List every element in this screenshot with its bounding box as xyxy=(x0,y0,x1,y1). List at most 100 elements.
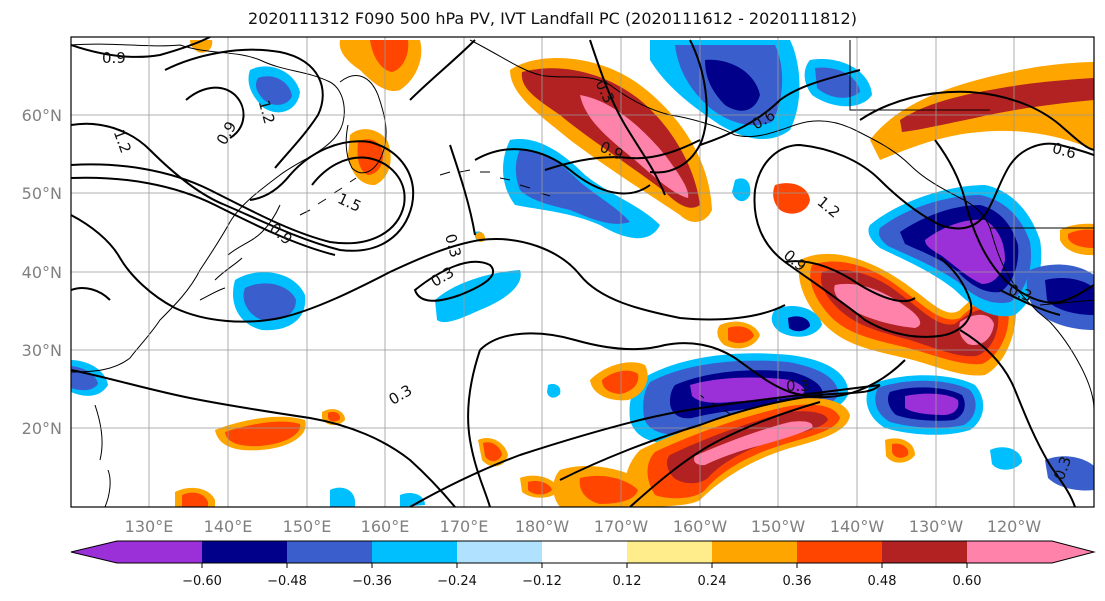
negative-anomaly xyxy=(788,316,810,332)
gridlines xyxy=(71,37,1094,507)
shaded-anomalies xyxy=(71,40,1094,507)
colorbar-segment xyxy=(542,541,627,563)
positive-anomaly xyxy=(773,183,810,214)
colorbar-tick-label: 0.48 xyxy=(868,574,897,589)
negative-anomaly xyxy=(515,149,630,224)
lon-tick-label: 160°E xyxy=(361,517,410,536)
coastline-kuril-islands xyxy=(299,177,357,216)
contour-line xyxy=(71,37,211,58)
positive-anomaly xyxy=(357,139,384,175)
negative-anomaly xyxy=(435,270,521,323)
colorbar-segment xyxy=(967,541,1052,563)
contour-line xyxy=(71,214,786,323)
map-frame xyxy=(70,36,1095,508)
positive-anomaly xyxy=(892,443,909,458)
positive-anomaly xyxy=(728,326,754,344)
positive-anomaly xyxy=(483,442,502,462)
contour-line xyxy=(699,69,861,146)
positive-anomaly xyxy=(579,475,638,504)
colorbar-segment xyxy=(457,541,542,563)
negative-anomaly xyxy=(256,76,292,105)
border-canada-us xyxy=(849,40,1094,229)
colorbar-tick-label: 0.12 xyxy=(613,574,642,589)
colorbar-outline xyxy=(70,540,1096,564)
lon-tick-label: 150°E xyxy=(283,517,332,536)
colorbar-segment xyxy=(797,541,882,563)
colorbar-extend-high xyxy=(1052,541,1094,563)
colorbar-segment xyxy=(372,541,457,563)
positive-anomaly xyxy=(370,40,409,72)
negative-anomaly xyxy=(330,487,355,507)
coastlines xyxy=(71,39,1094,507)
contour-line xyxy=(649,39,708,174)
colorbar: −0.60 −0.48 −0.36 −0.24 −0.12 0.12 0.24 … xyxy=(70,540,1096,589)
lon-tick-label: 180°W xyxy=(515,517,570,536)
contour-line xyxy=(71,369,456,507)
contour-line xyxy=(629,401,821,507)
coastline-japan xyxy=(199,204,281,301)
negative-anomaly xyxy=(1045,456,1094,491)
lon-tick-label: 140°W xyxy=(830,517,885,536)
lon-tick-label: 130°E xyxy=(125,517,174,536)
contour-label: 0.6 xyxy=(1050,139,1078,163)
coastline-kamchatka xyxy=(339,75,387,174)
negative-anomaly xyxy=(815,67,860,98)
contour-line xyxy=(784,260,916,303)
colorbar-tick-label: 0.36 xyxy=(783,574,812,589)
contour-line xyxy=(959,329,1076,507)
contour-line xyxy=(71,122,415,252)
contour-line xyxy=(753,189,973,338)
negative-anomaly xyxy=(400,493,425,507)
colorbar-tick-label: −0.12 xyxy=(522,574,562,589)
negative-anomaly xyxy=(925,219,1005,284)
colorbar-segment xyxy=(202,541,287,563)
border-mexico xyxy=(1039,299,1094,306)
contour-line xyxy=(479,332,906,399)
contour-label: 0.3 xyxy=(441,232,465,260)
contour-line xyxy=(859,90,1094,151)
negative-anomaly xyxy=(732,178,751,202)
map-plot-area: 0.9 1.2 0.9 1.2 0.9 1.5 0.3 0.3 0.3 0.9 … xyxy=(71,37,1094,507)
colorbar-tick-label: −0.48 xyxy=(267,574,307,589)
lon-tick-label: 160°W xyxy=(673,517,728,536)
colorbar-tick-label: −0.24 xyxy=(437,574,477,589)
colorbar-tick-label: 0.60 xyxy=(953,574,982,589)
contour-label: 0.3 xyxy=(786,377,810,395)
contour-line xyxy=(544,139,701,171)
pv-contours xyxy=(71,37,1094,507)
contour-line xyxy=(71,176,336,256)
colorbar-tick-label: −0.36 xyxy=(352,574,392,589)
colorbar-segment xyxy=(882,541,967,563)
colorbar-segment xyxy=(712,541,797,563)
contour-label: 1.2 xyxy=(255,98,279,126)
contour-line xyxy=(934,139,1094,304)
lon-tick-label: 150°W xyxy=(751,517,806,536)
colorbar-extend-low xyxy=(71,541,117,563)
contour-line xyxy=(164,48,324,169)
negative-anomaly xyxy=(705,59,760,111)
lat-tick-label: 30°N xyxy=(22,341,62,360)
contour-line xyxy=(71,156,406,245)
contour-line xyxy=(185,86,245,139)
negative-anomaly xyxy=(547,384,561,398)
latitude-labels: 60°N 50°N 40°N 30°N 20°N xyxy=(22,106,62,438)
contour-line xyxy=(999,289,1061,316)
positive-anomaly xyxy=(182,492,208,507)
positive-anomaly xyxy=(900,78,1094,132)
lat-tick-label: 50°N xyxy=(22,184,62,203)
lon-tick-label: 130°W xyxy=(909,517,964,536)
lon-tick-label: 170°W xyxy=(594,517,649,536)
contour-line xyxy=(409,384,881,507)
contour-line xyxy=(589,39,666,196)
contour-line xyxy=(71,287,111,301)
colorbar-tick-label: −0.60 xyxy=(182,574,222,589)
colorbar-tick-labels: −0.60 −0.48 −0.36 −0.24 −0.12 0.12 0.24 … xyxy=(182,574,981,589)
contour-line xyxy=(474,148,651,195)
positive-anomaly xyxy=(328,411,341,422)
longitude-labels: 130°E 140°E 150°E 160°E 170°E 180°W 170°… xyxy=(125,517,1042,536)
negative-anomaly xyxy=(243,283,296,321)
colorbar-segment xyxy=(287,541,372,563)
lat-tick-label: 20°N xyxy=(22,419,62,438)
lon-tick-label: 120°W xyxy=(987,517,1042,536)
positive-anomaly xyxy=(1068,229,1094,248)
